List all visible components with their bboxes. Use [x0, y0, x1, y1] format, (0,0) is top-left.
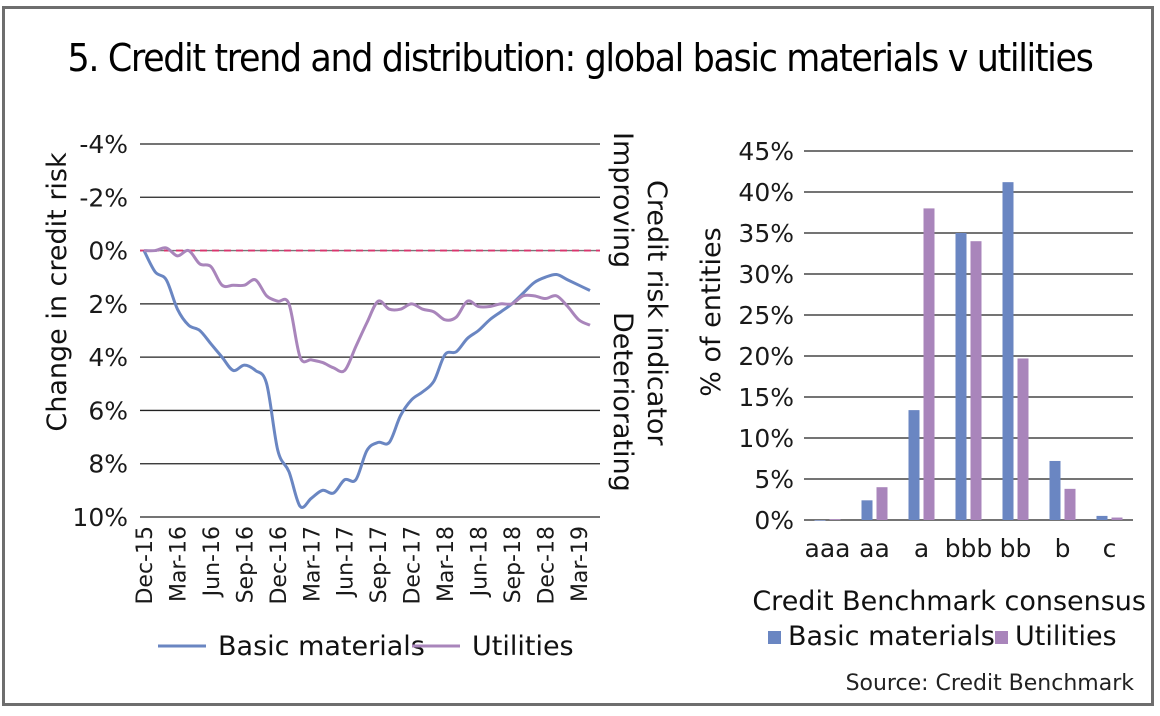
source-note: Source: Credit Benchmark [846, 671, 1135, 696]
x-tick-label: aaa [805, 534, 851, 563]
y-tick-label: 0% [754, 506, 794, 535]
x-tick-label: Sep-16 [233, 526, 258, 603]
legend-basic-materials-label: Basic materials [788, 621, 995, 652]
bar-chart-gridlines [804, 150, 1133, 521]
x-tick-label: a [914, 534, 929, 563]
x-tick-label: Jun-16 [200, 526, 225, 598]
y-tick-label: 20% [738, 342, 794, 371]
line-chart-series [142, 246, 591, 509]
y-tick-label: 5% [754, 465, 794, 494]
x-tick-label: c [1103, 534, 1117, 563]
x-tick-label: Sep-17 [367, 526, 392, 603]
legend-utilities-swatch [995, 631, 1008, 644]
bar-c-utilities [1111, 517, 1123, 520]
series-line-utilities [143, 246, 591, 374]
bar-chart-x-axis-label: Credit Benchmark consensus [752, 586, 1146, 617]
bar-c-basic-materials [1096, 515, 1108, 520]
bar-bbb-utilities [970, 241, 982, 520]
x-tick-label: Dec-15 [133, 526, 158, 605]
y-tick-label: -2% [79, 183, 128, 212]
bar-chart-bars [814, 182, 1123, 521]
line-chart-y-ticks: -4% -2% 0% 2% 4% 6% 8% 10% [72, 130, 128, 532]
line-chart-improving-label: Improving [607, 132, 638, 268]
bar-aa-basic-materials [861, 500, 873, 520]
line-chart-x-ticks: Dec-15 Mar-16 Jun-16 Sep-16 Dec-16 Mar-17 Jun-… [133, 526, 593, 605]
bar-chart-y-axis-label: % of entities [696, 227, 727, 396]
x-tick-label: Mar-17 [300, 526, 325, 602]
x-tick-label: Sep-18 [501, 526, 526, 603]
bar-aaa-utilities [829, 519, 841, 520]
y-tick-label: 6% [88, 396, 128, 425]
bar-bb-basic-materials [1002, 182, 1014, 520]
x-tick-label: Jun-17 [334, 526, 359, 598]
bar-aa-utilities [876, 487, 888, 520]
bar-b-basic-materials [1049, 460, 1061, 520]
bar-a-basic-materials [908, 410, 920, 520]
series-line-basic-materials [142, 249, 591, 509]
line-chart-secondary-label: Credit risk indicator [641, 180, 672, 446]
y-tick-label: 0% [88, 237, 128, 266]
x-tick-label: Dec-18 [534, 526, 559, 605]
line-chart-legend: Basic materials Utilities [158, 631, 574, 662]
line-chart-y-axis-label: Change in credit risk [42, 152, 73, 432]
y-tick-label: 10% [72, 503, 128, 532]
x-tick-label: Mar-16 [166, 526, 191, 602]
line-chart-gridlines [140, 143, 600, 518]
legend-basic-materials-label: Basic materials [218, 631, 425, 662]
x-tick-label: Mar-19 [568, 526, 593, 602]
x-tick-label: Jun-18 [468, 526, 493, 598]
x-tick-label: Mar-18 [434, 526, 459, 602]
y-tick-label: 40% [738, 178, 794, 207]
bar-chart-y-ticks: 0% 5% 10% 15% 20% 25% 30% 35% 40% 45% [738, 137, 794, 535]
x-tick-label: Dec-17 [401, 526, 426, 605]
y-tick-label: 15% [738, 383, 794, 412]
x-tick-label: b [1055, 534, 1071, 563]
y-tick-label: 35% [738, 219, 794, 248]
bar-bb-utilities [1017, 358, 1029, 520]
bar-b-utilities [1064, 488, 1076, 520]
bar-chart-legend: Basic materials Utilities [768, 621, 1117, 652]
bar-aaa-basic-materials [814, 520, 826, 521]
y-tick-label: 10% [738, 424, 794, 453]
legend-basic-materials-swatch [768, 631, 781, 644]
x-tick-label: Dec-16 [267, 526, 292, 605]
bar-bbb-basic-materials [955, 233, 967, 520]
line-chart-deteriorating-label: Deteriorating [607, 312, 638, 492]
legend-utilities-label: Utilities [1015, 621, 1117, 652]
chart-title: 5. Credit trend and distribution: global… [67, 36, 1094, 80]
y-tick-label: 30% [738, 260, 794, 289]
y-tick-label: 45% [738, 137, 794, 166]
legend-utilities-label: Utilities [472, 631, 574, 662]
y-tick-label: 8% [88, 450, 128, 479]
y-tick-label: 4% [88, 343, 128, 372]
x-tick-label: aa [859, 534, 890, 563]
y-tick-label: 2% [88, 290, 128, 319]
x-tick-label: bb [1000, 534, 1032, 563]
y-tick-label: -4% [79, 130, 128, 159]
bar-a-utilities [923, 208, 935, 520]
bar-chart-x-ticks: aaa aa a bbb bb b c [805, 534, 1117, 563]
x-tick-label: bbb [945, 534, 993, 563]
y-tick-label: 25% [738, 301, 794, 330]
